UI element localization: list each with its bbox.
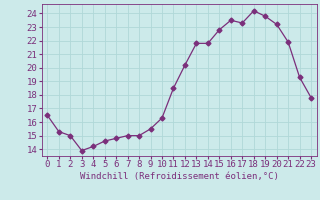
X-axis label: Windchill (Refroidissement éolien,°C): Windchill (Refroidissement éolien,°C): [80, 172, 279, 181]
